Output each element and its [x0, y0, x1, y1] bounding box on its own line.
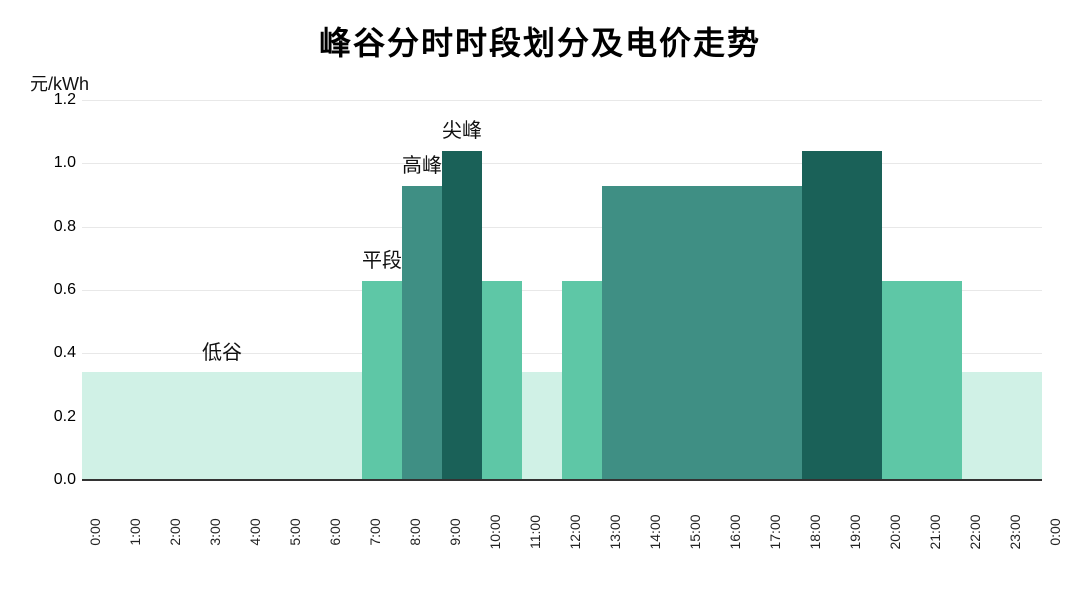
bar-low — [962, 372, 1042, 480]
x-tick-label: 2:00 — [167, 518, 183, 545]
x-tick-label: 4:00 — [247, 518, 263, 545]
tier-label-sharp: 尖峰 — [442, 114, 482, 143]
x-tick-label: 22:00 — [967, 514, 983, 549]
y-tick-label: 0.0 — [42, 471, 76, 489]
x-tick-label: 9:00 — [447, 518, 463, 545]
y-tick-label: 0.6 — [42, 281, 76, 299]
x-tick-label: 0:00 — [1047, 518, 1063, 545]
x-tick-label: 10:00 — [487, 514, 503, 549]
x-tick-label: 17:00 — [767, 514, 783, 549]
bar-flat — [562, 281, 602, 481]
gridline — [82, 100, 1042, 101]
y-tick-label: 1.2 — [42, 91, 76, 109]
gridline — [82, 227, 1042, 228]
x-tick-label: 23:00 — [1007, 514, 1023, 549]
y-tick-label: 0.2 — [42, 408, 76, 426]
bar-low — [82, 372, 362, 480]
tier-label-flat: 平段 — [362, 244, 402, 273]
tier-label-peak: 高峰 — [402, 149, 442, 178]
bar-flat — [362, 281, 402, 481]
x-tick-label: 20:00 — [887, 514, 903, 549]
bar-sharp — [802, 151, 882, 480]
x-tick-label: 3:00 — [207, 518, 223, 545]
x-tick-label: 7:00 — [367, 518, 383, 545]
chart-title: 峰谷分时时段划分及电价走势 — [0, 18, 1080, 64]
x-tick-label: 1:00 — [127, 518, 143, 545]
bar-sharp — [442, 151, 482, 480]
x-tick-label: 11:00 — [527, 515, 543, 549]
bar-peak — [402, 186, 442, 481]
y-tick-label: 0.4 — [42, 344, 76, 362]
x-tick-label: 19:00 — [847, 514, 863, 549]
x-tick-label: 21:00 — [927, 514, 943, 549]
x-tick-label: 18:00 — [807, 514, 823, 549]
bar-low — [522, 372, 562, 480]
x-tick-label: 15:00 — [687, 514, 703, 549]
x-tick-label: 6:00 — [327, 518, 343, 545]
x-tick-label: 0:00 — [87, 518, 103, 545]
x-tick-label: 16:00 — [727, 514, 743, 549]
chart-container: 峰谷分时时段划分及电价走势 元/kWh 低谷平段高峰尖峰 0.00.20.40.… — [0, 0, 1080, 599]
plot-area: 低谷 平段 高峰尖峰 — [82, 100, 1042, 480]
x-tick-label: 13:00 — [607, 514, 623, 549]
bar-peak — [602, 186, 802, 481]
bar-flat — [882, 281, 962, 481]
bar-flat — [482, 281, 522, 481]
x-axis-line — [82, 479, 1042, 481]
tier-label-low: 低谷 — [202, 336, 242, 365]
y-tick-label: 1.0 — [42, 154, 76, 172]
gridline — [82, 163, 1042, 164]
y-tick-label: 0.8 — [42, 218, 76, 236]
x-tick-label: 12:00 — [567, 514, 583, 549]
x-tick-label: 5:00 — [287, 518, 303, 545]
x-tick-label: 8:00 — [407, 518, 423, 545]
x-tick-label: 14:00 — [647, 514, 663, 549]
